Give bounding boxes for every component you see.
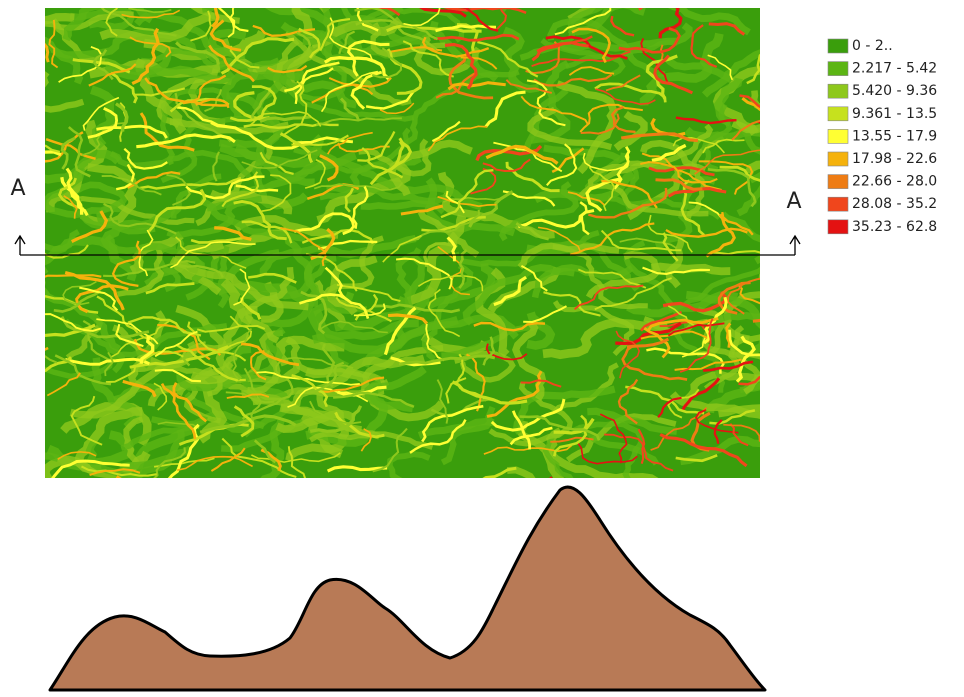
legend-label: 0 - 2.. [852, 38, 893, 54]
terrain-profile [50, 487, 765, 690]
slope-texture [753, 294, 814, 321]
legend-label: 9.361 - 13.5 [852, 106, 937, 122]
slope-texture [7, 348, 48, 375]
slope-texture [202, 0, 321, 9]
legend-label: 13.55 - 17.9 [852, 128, 937, 144]
slope-texture [19, 9, 48, 63]
legend-swatch [828, 62, 848, 76]
legend-label: 17.98 - 22.6 [852, 151, 937, 167]
slope-texture [117, 477, 153, 504]
legend-label: 5.420 - 9.36 [852, 83, 937, 99]
section-arrow-end [790, 236, 800, 255]
legend-swatch [828, 129, 848, 143]
page: 0 - 2.. 2.217 - 5.42 5.420 - 9.36 9.361 - 1… [0, 0, 964, 693]
legend-swatch [828, 197, 848, 211]
slope-texture [501, 0, 583, 9]
section-end-label: A [786, 189, 801, 214]
legend-label: 2.217 - 5.42 [852, 61, 937, 77]
legend-swatch [828, 107, 848, 121]
legend-swatch [828, 175, 848, 189]
slope-texture [759, 272, 894, 285]
legend-label: 35.23 - 62.8 [852, 219, 937, 235]
legend-swatch [828, 39, 848, 53]
slope-texture [756, 104, 796, 124]
legend-swatch [828, 84, 848, 98]
slope-map-figure: 0 - 2.. 2.217 - 5.42 5.420 - 9.36 9.361 - 1… [0, 0, 964, 693]
section-arrow-start [15, 236, 25, 255]
slope-texture [512, 477, 552, 483]
legend-swatch [828, 220, 848, 234]
legend-swatch [828, 152, 848, 166]
section-start-label: A [10, 176, 25, 201]
slope-map [0, 0, 894, 551]
legend-label: 28.08 - 35.2 [852, 196, 937, 212]
legend: 0 - 2.. 2.217 - 5.42 5.420 - 9.36 9.361 - 1… [828, 38, 937, 235]
legend-label: 22.66 - 28.0 [852, 174, 937, 190]
